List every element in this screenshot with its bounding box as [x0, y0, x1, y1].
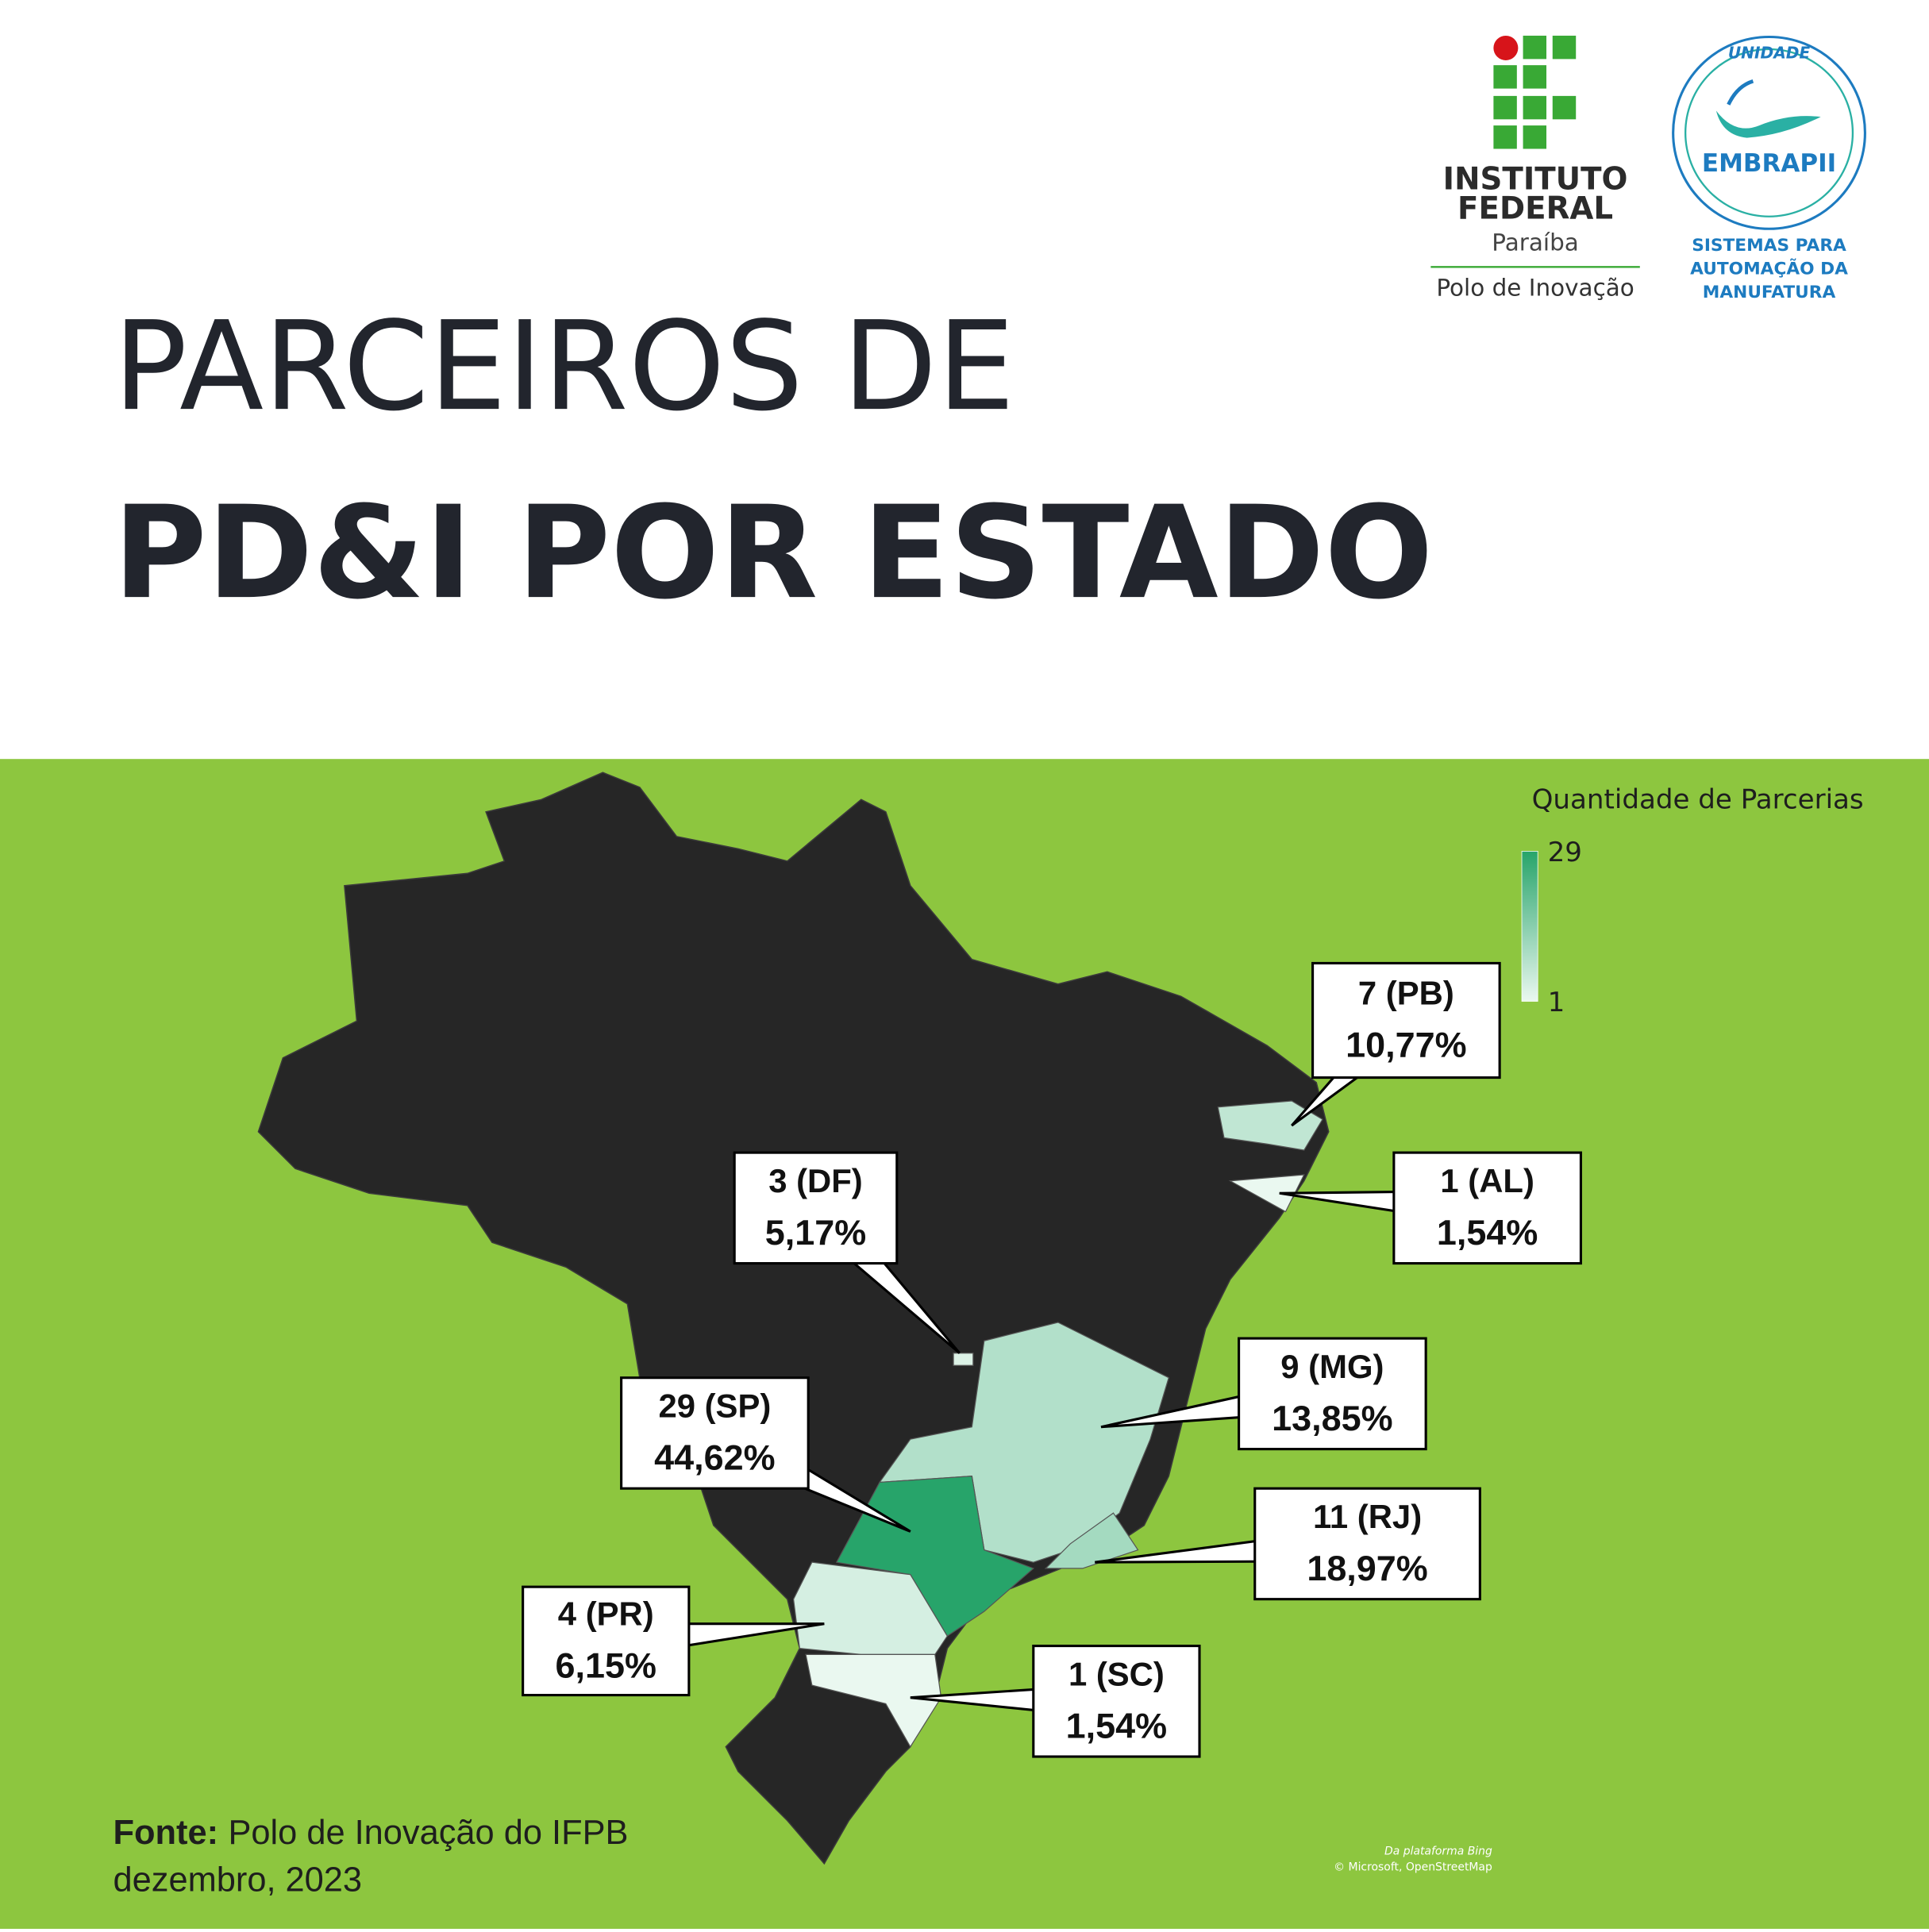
callout-label: 4 (PR): [558, 1595, 654, 1632]
legend-max: 29: [1548, 837, 1582, 868]
callout-share: 1,54%: [1437, 1212, 1538, 1253]
callout-label: 29 (SP): [658, 1387, 771, 1425]
logo-text: FEDERAL: [1457, 191, 1613, 227]
callout-box: [620, 1376, 810, 1490]
legend-min: 1: [1548, 987, 1565, 1018]
title-line: PD&I POR ESTADO: [114, 479, 1434, 628]
source-label: Fonte:: [114, 1815, 219, 1853]
callout-share: 10,77%: [1346, 1024, 1466, 1064]
callout-share: 1,54%: [1066, 1705, 1167, 1745]
footer-source: Fonte: Polo de Inovação do IFPB: [114, 1815, 629, 1853]
callout-label: 7 (PB): [1358, 975, 1454, 1012]
attribution: Da plataforma Bing: [1384, 1845, 1492, 1857]
callout-label: 9 (MG): [1280, 1348, 1384, 1385]
footer-date: dezembro, 2023: [114, 1861, 362, 1899]
callout-box: [1392, 1151, 1582, 1265]
callout-share: 6,15%: [556, 1645, 656, 1685]
callout-box: [1238, 1337, 1427, 1451]
logo-text: EMBRAPII: [1702, 149, 1836, 178]
callout-box: [522, 1585, 691, 1697]
callout-label: 11 (RJ): [1313, 1498, 1422, 1535]
state-shape: [953, 1353, 974, 1366]
if-logo: INSTITUTO FEDERAL Paraíba Polo de Inovaç…: [1430, 35, 1640, 302]
logo-text: INSTITUTO: [1443, 161, 1628, 197]
callout-label: 3 (DF): [768, 1162, 863, 1199]
logo-text: Paraíba: [1492, 229, 1579, 256]
legend-title: Quantidade de Parcerias: [1532, 783, 1864, 815]
logo-text: SISTEMAS PARA: [1692, 236, 1846, 256]
callout-label: 1 (SC): [1068, 1655, 1165, 1692]
title-line: PARCEIROS DE: [114, 294, 1015, 438]
brazil-map: [257, 772, 1330, 1865]
callout-share: 13,85%: [1272, 1398, 1392, 1438]
attribution: © Microsoft, OpenStreetMap: [1334, 1861, 1492, 1874]
callout-share: 44,62%: [654, 1437, 775, 1477]
callout-box: [1032, 1645, 1201, 1758]
embrapii-logo: UNIDADE EMBRAPII SISTEMAS PARA AUTOMAÇÃO…: [1672, 35, 1866, 302]
callouts-layer: 7 (PB) 10,77% 1 (AL) 1,54% 3 (DF) 5,17% 9 (MG)…: [522, 961, 1582, 1758]
state-shape: [1217, 1100, 1323, 1151]
callout-box: [1311, 961, 1501, 1080]
state-shape: [805, 1653, 942, 1748]
logo-text: UNIDADE: [1728, 44, 1811, 63]
state-shape: [878, 1322, 1170, 1563]
source: Polo de Inovação do IFPB: [228, 1815, 628, 1853]
logo-text: AUTOMAÇÃO DA: [1690, 258, 1848, 279]
logo-text: Polo de Inovação: [1436, 275, 1634, 302]
callout-box: [733, 1151, 899, 1265]
logo-text: MANUFATURA: [1703, 283, 1836, 302]
callout-share: 18,97%: [1307, 1548, 1427, 1588]
legend-bar: [1521, 851, 1538, 1002]
callout-share: 5,17%: [765, 1212, 866, 1253]
callout-box: [1253, 1487, 1481, 1601]
states-layer: [792, 1100, 1323, 1748]
callout-label: 1 (AL): [1440, 1162, 1534, 1199]
state-shape: [1044, 1512, 1139, 1569]
